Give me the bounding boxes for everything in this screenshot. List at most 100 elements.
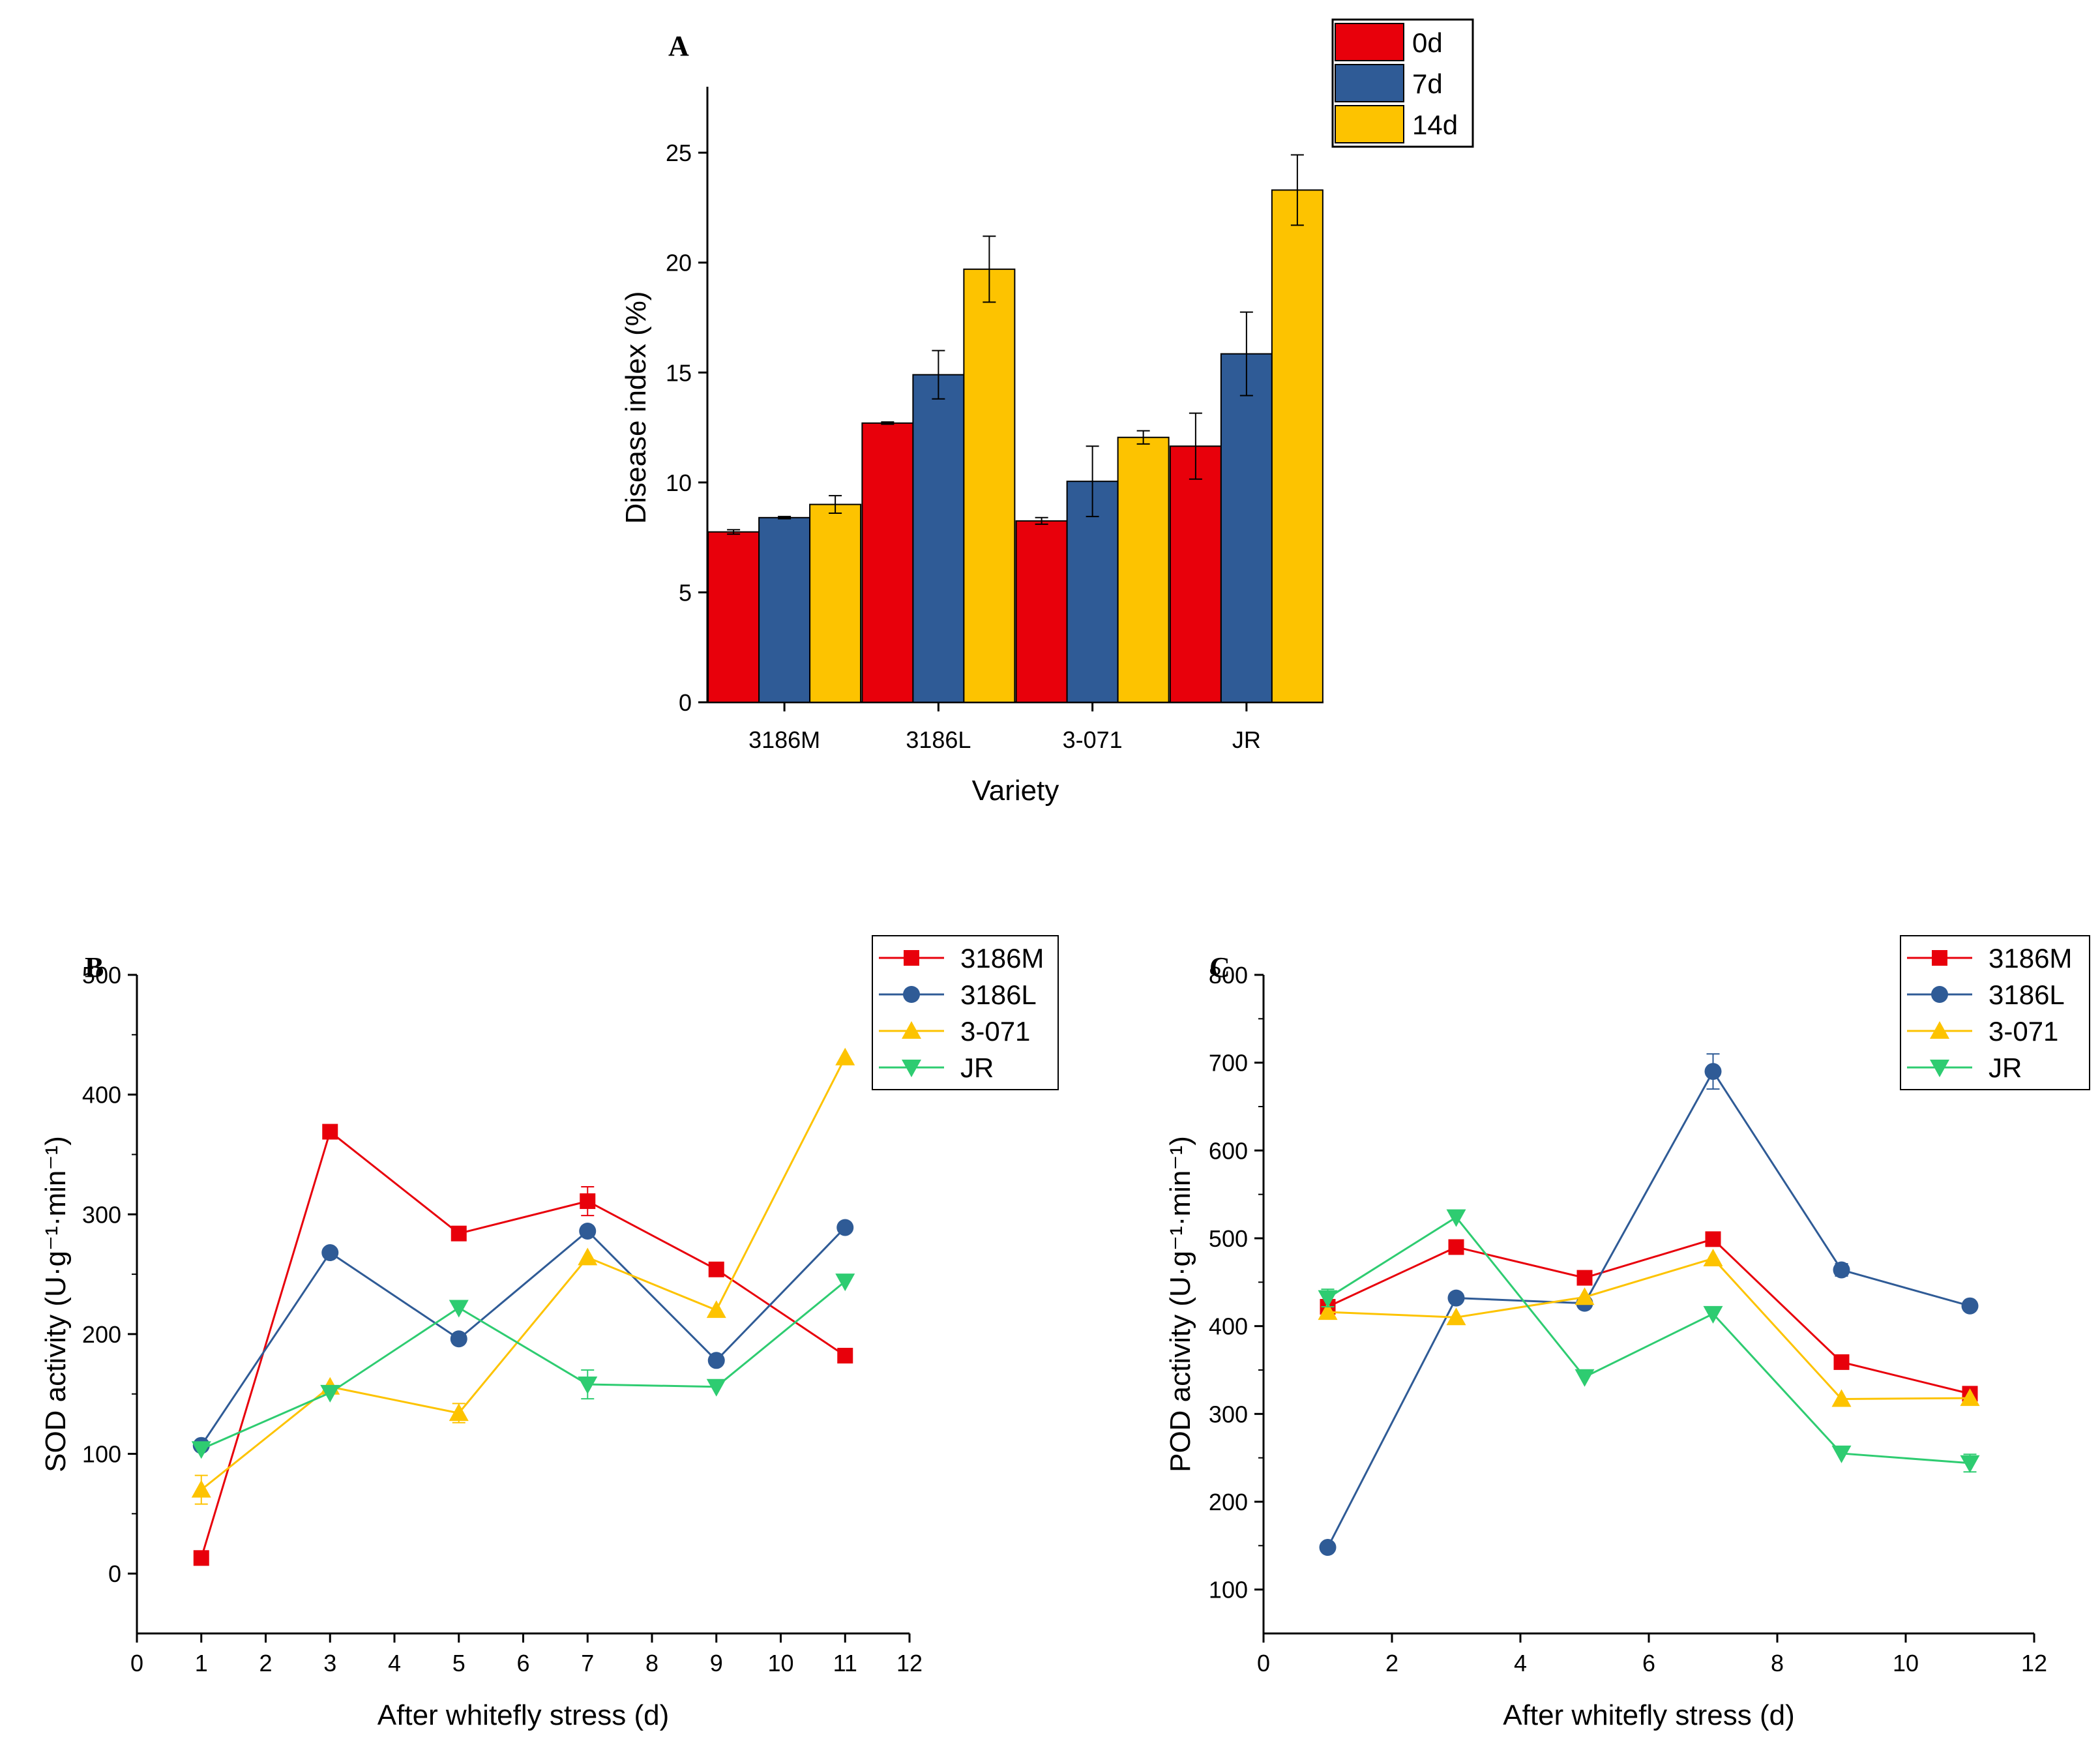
legend-label: 3186L <box>1989 979 2065 1010</box>
data-point-3186L <box>1961 1297 1979 1315</box>
legend-marker-JR <box>1930 1060 1949 1077</box>
y-tick-label: 400 <box>82 1082 121 1109</box>
y-tick-label: 600 <box>1209 1137 1248 1164</box>
legend-label: 3186L <box>960 979 1037 1010</box>
bar-7d <box>758 516 811 703</box>
x-tick-label: 7 <box>581 1650 594 1676</box>
legend-marker-3-071 <box>902 1021 921 1039</box>
legend-box <box>872 935 1059 1090</box>
data-point-3186L <box>1319 1539 1337 1557</box>
series-line-3-071 <box>200 1057 846 1491</box>
y-axis-title: POD activity (U·g⁻¹·min⁻¹) <box>1164 1136 1196 1472</box>
bar-0d <box>707 531 760 703</box>
data-point-3186L <box>450 1330 467 1348</box>
data-point-JR <box>320 1384 340 1403</box>
y-tick-label: 0 <box>679 689 692 716</box>
legend-label: JR <box>1989 1052 2022 1083</box>
series-line-JR <box>1327 1215 1970 1465</box>
x-tick-label: 5 <box>452 1650 466 1676</box>
data-point-3186L <box>1704 1063 1722 1080</box>
legend-marker-3186M <box>1932 950 1947 966</box>
bar-7d <box>912 374 965 704</box>
panel-c-chart: C 100 200 300 400 500 600 700 800 0 2 4 6 8 10 12 After … <box>1164 935 2090 1731</box>
bar-14d <box>809 503 862 703</box>
data-point-3186L <box>1447 1289 1465 1307</box>
legend-label: 3-071 <box>960 1016 1030 1047</box>
data-point-JR <box>1960 1455 1980 1473</box>
bar-0d <box>1169 445 1222 703</box>
x-tick-label: 9 <box>710 1650 723 1676</box>
y-tick-label: 400 <box>1209 1313 1248 1340</box>
data-point-3-071 <box>1575 1287 1595 1305</box>
data-point-3-071 <box>1960 1388 1980 1407</box>
data-point-JR <box>835 1274 855 1292</box>
data-point-3186L <box>321 1244 339 1262</box>
data-point-3186M <box>1833 1354 1850 1370</box>
y-tick-label: 500 <box>1209 1225 1248 1252</box>
x-tick-label: 8 <box>1771 1650 1784 1676</box>
series-line-3186M <box>1327 1238 1970 1395</box>
x-tick-label: 12 <box>2021 1650 2047 1676</box>
data-point-JR <box>1831 1445 1852 1463</box>
data-point-3186M <box>322 1124 338 1140</box>
x-tick-label: 12 <box>896 1650 923 1676</box>
bar-14d <box>963 268 1016 704</box>
y-tick-label: 800 <box>1209 962 1248 989</box>
x-tick-label: 6 <box>516 1650 529 1676</box>
data-point-JR <box>1318 1290 1338 1308</box>
data-point-3-071 <box>578 1247 598 1266</box>
y-tick-label: 700 <box>1209 1050 1248 1077</box>
data-point-3186L <box>579 1222 597 1240</box>
data-point-3186L <box>707 1352 725 1369</box>
y-tick-label: 500 <box>82 962 121 989</box>
data-point-3186M <box>1448 1239 1464 1255</box>
data-point-3-071 <box>449 1403 469 1422</box>
data-point-JR <box>1575 1369 1595 1387</box>
legend-marker-3186M <box>904 950 919 966</box>
data-point-3-071 <box>1831 1389 1852 1407</box>
data-point-3-071 <box>191 1480 211 1498</box>
y-tick-label: 5 <box>679 579 692 606</box>
x-tick-label: 4 <box>1514 1650 1527 1676</box>
legend-swatch-0d <box>1335 23 1404 61</box>
y-tick-label: 15 <box>666 359 692 386</box>
y-tick-label: 0 <box>108 1560 121 1587</box>
x-tick-label: 0 <box>130 1650 143 1676</box>
y-axis-title: SOD activity (U·g⁻¹·min⁻¹) <box>40 1136 72 1472</box>
data-point-JR <box>449 1300 469 1318</box>
data-point-3186M <box>451 1225 467 1242</box>
bar-7d <box>1220 353 1273 703</box>
x-tick-label: 4 <box>388 1650 401 1676</box>
legend-marker-JR <box>902 1060 921 1077</box>
bar-14d <box>1271 189 1324 703</box>
y-tick-label: 300 <box>82 1201 121 1228</box>
bar-0d <box>1015 520 1068 703</box>
y-axis-title: Disease index (%) <box>620 291 652 524</box>
x-axis-title: After whitefly stress (d) <box>1503 1699 1794 1731</box>
series-line-JR <box>201 1280 846 1450</box>
data-point-JR <box>191 1441 211 1459</box>
y-tick-label: 20 <box>666 250 692 276</box>
legend-label: 3186M <box>1989 943 2072 974</box>
legend-label: 3186M <box>960 943 1044 974</box>
data-point-3-071 <box>706 1300 726 1318</box>
y-tick-label: 200 <box>1209 1489 1248 1515</box>
x-tick-label: 6 <box>1642 1650 1655 1676</box>
data-point-3-071 <box>1318 1302 1338 1320</box>
x-tick-label: 3 <box>323 1650 336 1676</box>
legend-swatch-7d <box>1335 64 1404 102</box>
y-tick-label: 100 <box>1209 1577 1248 1603</box>
x-tick-label: 10 <box>767 1650 793 1676</box>
x-tick-label: JR <box>1232 726 1261 753</box>
panel-a-tag: A <box>668 30 689 62</box>
data-point-3186L <box>1833 1261 1850 1279</box>
legend-label: 3-071 <box>1989 1016 2058 1047</box>
legend-label: JR <box>960 1052 994 1083</box>
x-tick-label: 2 <box>1385 1650 1398 1676</box>
legend-marker-3186L <box>903 986 920 1003</box>
data-point-3186M <box>708 1261 724 1277</box>
x-tick-label: 1 <box>195 1650 208 1676</box>
x-tick-label: 2 <box>259 1650 272 1676</box>
